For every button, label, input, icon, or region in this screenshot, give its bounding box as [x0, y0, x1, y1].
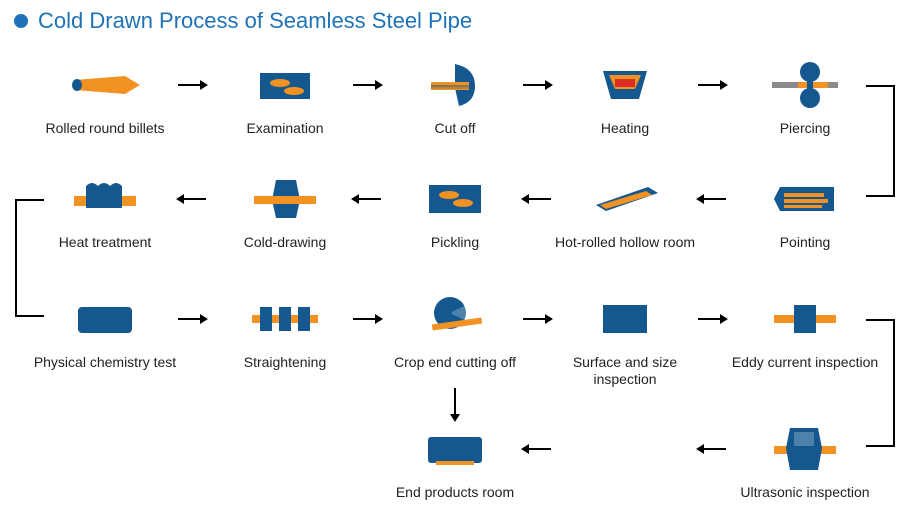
piercing-label: Piercing — [730, 120, 880, 137]
step-billets: Rolled round billets — [30, 56, 180, 137]
flow-arrow — [696, 192, 728, 206]
flow-arrow — [521, 442, 553, 456]
heattreatment-icon — [30, 170, 180, 228]
pointing-icon — [730, 170, 880, 228]
step-heattreatment: Heat treatment — [30, 170, 180, 251]
cropend-label: Crop end cutting off — [380, 354, 530, 371]
flow-arrow — [521, 312, 553, 326]
step-surface: Surface and size inspection — [550, 290, 700, 388]
diagram-canvas: Rolled round billets Examination Cut off… — [0, 0, 913, 528]
flow-arrow — [176, 312, 208, 326]
examination-label: Examination — [210, 120, 360, 137]
billets-icon — [30, 56, 180, 114]
step-endproducts: End products room — [380, 420, 530, 501]
step-heating: Heating — [550, 56, 700, 137]
flow-arrow — [696, 78, 728, 92]
billets-label: Rolled round billets — [30, 120, 180, 137]
connector-piercing-to-pointing — [862, 84, 902, 203]
physchem-label: Physical chemistry test — [30, 354, 180, 371]
step-eddy: Eddy current inspection — [730, 290, 880, 371]
flow-arrow — [696, 312, 728, 326]
ultrasonic-label: Ultrasonic inspection — [730, 484, 880, 501]
colddrawing-label: Cold-drawing — [210, 234, 360, 251]
hotrolled-icon — [550, 170, 700, 228]
step-cutoff: Cut off — [380, 56, 530, 137]
surface-icon — [550, 290, 700, 348]
flow-arrow — [176, 192, 208, 206]
endproducts-icon — [380, 420, 530, 478]
endproducts-label: End products room — [380, 484, 530, 501]
flow-arrow — [351, 312, 383, 326]
flow-arrow — [521, 78, 553, 92]
surface-label: Surface and size inspection — [550, 354, 700, 388]
colddrawing-icon — [210, 170, 360, 228]
step-colddrawing: Cold-drawing — [210, 170, 360, 251]
cutoff-icon — [380, 56, 530, 114]
flow-arrow — [521, 192, 553, 206]
piercing-icon — [730, 56, 880, 114]
step-ultrasonic: Ultrasonic inspection — [730, 420, 880, 501]
cutoff-label: Cut off — [380, 120, 530, 137]
cropend-icon — [380, 290, 530, 348]
heattreatment-label: Heat treatment — [30, 234, 180, 251]
hotrolled-label: Hot-rolled hollow room — [550, 234, 700, 251]
step-straightening: Straightening — [210, 290, 360, 371]
flow-arrow — [176, 78, 208, 92]
step-piercing: Piercing — [730, 56, 880, 137]
examination-icon — [210, 56, 360, 114]
eddy-icon — [730, 290, 880, 348]
step-physchem: Physical chemistry test — [30, 290, 180, 371]
step-examination: Examination — [210, 56, 360, 137]
physchem-icon — [30, 290, 180, 348]
heating-label: Heating — [550, 120, 700, 137]
step-pointing: Pointing — [730, 170, 880, 251]
pointing-label: Pointing — [730, 234, 880, 251]
step-hotrolled: Hot-rolled hollow room — [550, 170, 700, 251]
step-pickling: Pickling — [380, 170, 530, 251]
connector-heattreatment-to-physchem — [12, 198, 52, 323]
flow-arrow — [696, 442, 728, 456]
pickling-icon — [380, 170, 530, 228]
heating-icon — [550, 56, 700, 114]
connector-eddy-to-ultrasonic — [862, 318, 902, 453]
straightening-label: Straightening — [210, 354, 360, 371]
pickling-label: Pickling — [380, 234, 530, 251]
flow-arrow — [351, 78, 383, 92]
step-cropend: Crop end cutting off — [380, 290, 530, 371]
flow-arrow — [351, 192, 383, 206]
straightening-icon — [210, 290, 360, 348]
ultrasonic-icon — [730, 420, 880, 478]
flow-arrow-down — [448, 388, 462, 422]
eddy-label: Eddy current inspection — [730, 354, 880, 371]
